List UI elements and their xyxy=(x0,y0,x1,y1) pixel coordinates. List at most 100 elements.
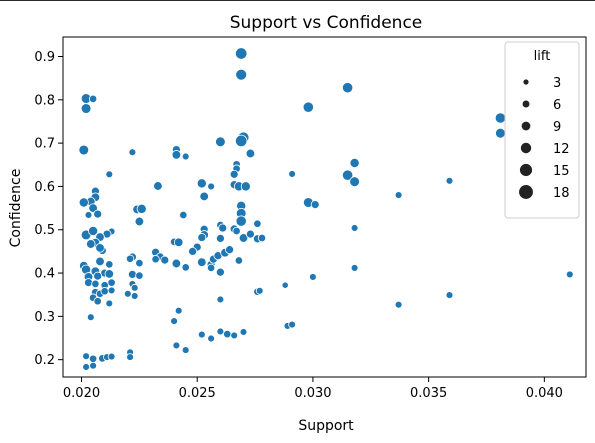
scatter-point xyxy=(215,233,225,243)
scatter-point xyxy=(207,182,215,191)
scatter-point xyxy=(78,197,89,208)
scatter-point xyxy=(82,352,90,361)
x-axis-ticks: 0.020 0.025 0.030 0.035 0.040 xyxy=(63,377,563,401)
scatter-point xyxy=(104,269,115,279)
scatter-point xyxy=(234,256,244,265)
legend-marker xyxy=(519,185,533,199)
scatter-point xyxy=(215,136,226,148)
scatter-point xyxy=(288,170,296,178)
y-tick-label: 0.3 xyxy=(34,310,55,325)
scatter-point xyxy=(84,278,93,288)
scatter-point xyxy=(394,300,403,309)
scatter-point xyxy=(171,150,182,160)
scatter-point xyxy=(84,211,93,219)
scatter-point xyxy=(288,320,296,329)
scatter-point xyxy=(135,271,144,280)
scatter-point xyxy=(197,233,207,242)
y-tick-label: 0.6 xyxy=(34,180,55,195)
scatter-point xyxy=(86,239,96,249)
scatter-point xyxy=(341,169,354,181)
scatter-point xyxy=(170,317,178,325)
scatter-point xyxy=(199,191,209,202)
scatter-point xyxy=(128,148,137,157)
scatter-point xyxy=(235,134,248,148)
scatter-point xyxy=(105,170,114,179)
scatter-point xyxy=(394,191,403,199)
scatter-point xyxy=(350,264,359,272)
legend-marker xyxy=(523,79,529,85)
x-tick-label: 0.030 xyxy=(294,386,331,401)
scatter-point xyxy=(238,233,249,243)
scatter-point xyxy=(181,152,190,161)
chart-title: Support vs Confidence xyxy=(230,13,423,33)
scatter-point xyxy=(235,215,247,227)
y-axis-ticks: 0.2 0.3 0.4 0.5 0.6 0.7 0.8 0.9 xyxy=(34,50,63,368)
scatter-point xyxy=(172,341,181,350)
scatter-point xyxy=(134,216,145,227)
scatter-point xyxy=(78,144,90,156)
scatter-point xyxy=(341,82,354,94)
scatter-point xyxy=(88,354,98,363)
scatter-point xyxy=(197,257,207,267)
scatter-point xyxy=(230,331,239,340)
scatter-point xyxy=(235,47,248,60)
scatter-point xyxy=(171,258,182,269)
x-axis-label: Support xyxy=(298,418,354,434)
scatter-point xyxy=(88,94,98,104)
scatter-point xyxy=(445,176,454,185)
legend-marker xyxy=(521,121,531,131)
scatter-point xyxy=(130,292,139,300)
scatter-point xyxy=(123,289,132,298)
scatter-point xyxy=(127,269,137,279)
legend-label: 9 xyxy=(553,120,561,135)
window-top-border xyxy=(0,0,595,1)
scatter-point xyxy=(130,283,139,292)
scatter-point xyxy=(181,346,190,354)
scatter-point xyxy=(80,103,92,114)
legend-title: lift xyxy=(534,49,551,64)
scatter-point xyxy=(281,281,289,289)
scatter-point xyxy=(255,286,264,295)
legend-marker xyxy=(519,163,533,177)
scatter-point xyxy=(151,255,160,264)
scatter-point xyxy=(179,210,188,220)
scatter-point xyxy=(173,237,184,248)
legend-label: 3 xyxy=(553,76,561,91)
x-tick-label: 0.025 xyxy=(179,386,216,401)
scatter-point xyxy=(88,225,99,237)
scatter-point xyxy=(107,286,116,295)
scatter-point xyxy=(188,246,198,256)
scatter-point xyxy=(197,330,206,339)
scatter-point xyxy=(174,306,183,315)
scatter-point xyxy=(82,363,90,371)
scatter-point xyxy=(89,361,97,370)
y-tick-label: 0.9 xyxy=(34,50,55,65)
x-tick-label: 0.035 xyxy=(410,386,447,401)
scatter-point xyxy=(216,295,225,304)
scatter-point xyxy=(216,327,225,336)
scatter-point xyxy=(245,148,256,159)
scatter-point xyxy=(350,224,359,232)
scatter-point xyxy=(93,297,102,306)
scatter-point xyxy=(494,112,507,124)
scatter-points xyxy=(78,47,574,371)
y-tick-label: 0.5 xyxy=(34,223,55,238)
scatter-point xyxy=(349,157,360,169)
scatter-point xyxy=(239,328,248,336)
scatter-point xyxy=(95,243,105,253)
legend-label: 18 xyxy=(553,186,570,201)
scatter-point xyxy=(218,223,228,233)
y-tick-label: 0.8 xyxy=(34,93,55,108)
legend-marker xyxy=(520,142,532,154)
scatter-point xyxy=(105,260,114,269)
scatter-point xyxy=(302,101,314,113)
scatter-point xyxy=(232,226,241,236)
scatter-point xyxy=(86,313,95,322)
scatter-point xyxy=(215,267,225,277)
legend-marker xyxy=(522,100,530,108)
scatter-point xyxy=(495,127,506,139)
scatter-point xyxy=(181,263,190,272)
scatter-point xyxy=(235,68,248,81)
